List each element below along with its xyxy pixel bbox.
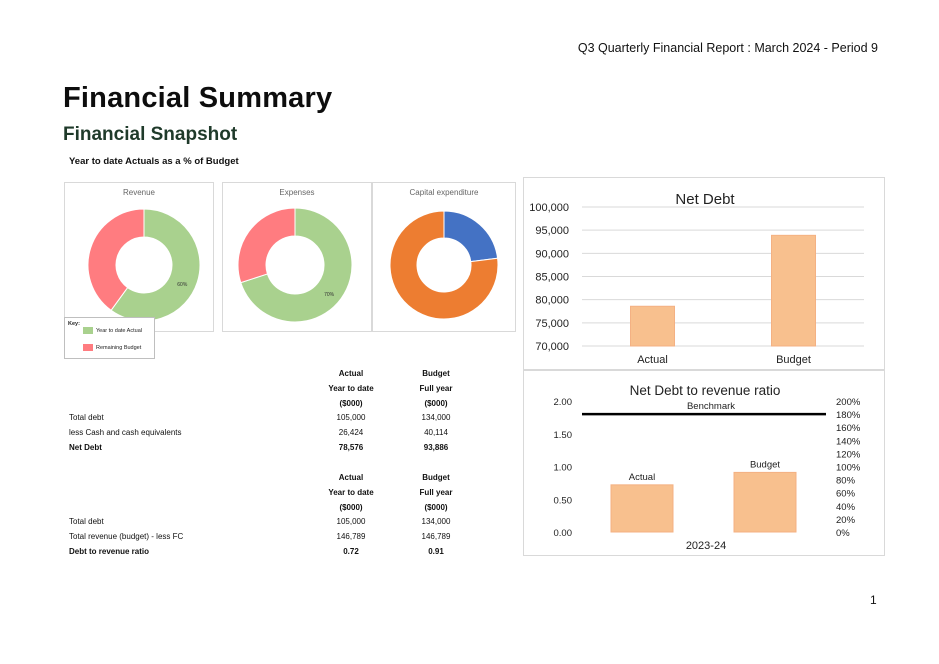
donut-title: Capital expenditure — [409, 188, 479, 197]
bar — [630, 305, 675, 347]
y-tick-label-right: 40% — [836, 502, 856, 513]
key-label: Year to date Actual — [96, 327, 142, 334]
x-tick-label: Budget — [776, 354, 811, 366]
bar — [733, 471, 797, 533]
y-tick-label: 85,000 — [535, 272, 569, 284]
y-tick-label-right: 0% — [836, 528, 850, 539]
revenue-donut-panel: Revenue 60% — [64, 182, 214, 332]
y-tick-label: 75,000 — [535, 318, 569, 330]
donut-slice-remaining — [237, 207, 296, 284]
y-tick-label-left: 0.50 — [554, 495, 573, 506]
donut-slice-remaining — [87, 208, 145, 312]
cell-actual: 105,000 — [336, 517, 366, 526]
y-tick-label-right: 200% — [836, 397, 861, 408]
y-tick-label-left: 1.50 — [554, 430, 573, 441]
donut-data-label: 70% — [324, 292, 335, 298]
section-title: Financial Snapshot — [63, 124, 238, 145]
y-tick-label: 100,000 — [529, 202, 569, 214]
col-header: Budget — [422, 473, 450, 482]
key-item-actual: Year to date Actual — [83, 327, 142, 334]
y-tick-label-right: 160% — [836, 423, 861, 434]
col-header: Full year — [419, 488, 453, 497]
expenses-donut: 70% — [237, 207, 353, 323]
y-tick-label-right: 140% — [836, 436, 861, 447]
y-tick-label-right: 20% — [836, 515, 856, 526]
y-tick-label-left: 0.00 — [554, 528, 573, 539]
col-header: Year to date — [328, 488, 374, 497]
row-label: Net Debt — [69, 443, 102, 452]
y-tick-label-left: 2.00 — [554, 397, 573, 408]
col-header: Actual — [338, 473, 364, 482]
donut-data-label: 60% — [177, 282, 188, 288]
col-header: ($000) — [424, 399, 448, 408]
col-header: ($000) — [339, 399, 363, 408]
bar — [771, 234, 816, 347]
y-tick-label-right: 120% — [836, 449, 861, 460]
x-tick-label: Actual — [637, 354, 668, 366]
col-header: Full year — [419, 384, 453, 393]
cell-budget: 93,886 — [423, 443, 449, 452]
revenue-donut: 60% — [87, 208, 201, 322]
row-label: Total debt — [69, 517, 104, 526]
series-label: Actual — [629, 472, 655, 483]
chart-key: Key: Year to date Actual Remaining Budge… — [64, 317, 155, 359]
y-tick-label: 80,000 — [535, 295, 569, 307]
cell-actual: 78,576 — [338, 443, 364, 452]
key-title: Key: — [68, 321, 80, 327]
col-header: Actual — [338, 369, 364, 378]
report-header: Q3 Quarterly Financial Report : March 20… — [577, 41, 878, 55]
cell-budget: 0.91 — [428, 547, 444, 556]
cell-budget: 134,000 — [421, 517, 451, 526]
net-debt-chart: Net Debt 100,000 95,000 90,000 85,000 80,000… — [529, 191, 864, 366]
row-label: Total revenue (budget) - less FC — [69, 532, 184, 541]
donut-slice-remaining — [389, 210, 499, 320]
donut-slice-actual — [443, 210, 499, 263]
page-number: 1 — [870, 593, 877, 607]
key-swatch — [83, 327, 93, 334]
capex-donut — [389, 210, 499, 320]
cell-budget: 146,789 — [421, 532, 451, 541]
bar — [610, 484, 674, 533]
series-label: Budget — [750, 459, 780, 470]
y-tick-label-left: 1.00 — [554, 463, 573, 474]
chart-title: Net Debt to revenue ratio — [630, 383, 781, 398]
y-tick-label-right: 180% — [836, 410, 861, 421]
y-tick-label: 90,000 — [535, 248, 569, 260]
row-label: Debt to revenue ratio — [69, 547, 150, 556]
expenses-donut-panel: Expenses 70% — [222, 182, 372, 332]
col-header: Year to date — [328, 384, 374, 393]
col-header: Budget — [422, 369, 450, 378]
x-tick-label: 2023-24 — [686, 540, 726, 552]
donut-title: Revenue — [122, 188, 156, 197]
capex-donut-panel: Capital expenditure — [372, 182, 516, 332]
cell-budget: 134,000 — [421, 413, 451, 422]
y-tick-label-right: 100% — [836, 463, 861, 474]
subsection-title: Year to date Actuals as a % of Budget — [69, 156, 239, 167]
donut-slice-actual — [240, 207, 353, 323]
y-tick-label-right: 60% — [836, 489, 856, 500]
cell-actual: 146,789 — [336, 532, 366, 541]
key-label: Remaining Budget — [96, 344, 142, 351]
key-swatch — [83, 344, 93, 351]
cell-budget: 40,114 — [424, 428, 448, 437]
y-tick-label: 95,000 — [535, 225, 569, 237]
key-item-remaining: Remaining Budget — [83, 344, 141, 351]
benchmark-label: Benchmark — [687, 401, 735, 412]
cell-actual: 0.72 — [343, 547, 359, 556]
net-debt-chart-panel: Net Debt 100,000 95,000 90,000 85,000 80,000… — [523, 177, 885, 370]
ratio-chart: Net Debt to revenue ratio 2.00 1.50 1.00 0.… — [554, 383, 861, 552]
page-title: Financial Summary — [63, 82, 333, 114]
cell-actual: 105,000 — [336, 413, 366, 422]
row-label: Total debt — [69, 413, 104, 422]
col-header: ($000) — [424, 503, 448, 512]
y-tick-label: 70,000 — [535, 341, 569, 353]
chart-title: Net Debt — [675, 191, 735, 208]
donut-title: Expenses — [279, 188, 315, 197]
row-label: less Cash and cash equivalents — [69, 428, 182, 437]
col-header: ($000) — [339, 503, 363, 512]
ratio-chart-panel: Net Debt to revenue ratio 2.00 1.50 1.00 0.… — [523, 370, 885, 556]
cell-actual: 26,424 — [338, 428, 364, 437]
y-tick-label-right: 80% — [836, 476, 856, 487]
